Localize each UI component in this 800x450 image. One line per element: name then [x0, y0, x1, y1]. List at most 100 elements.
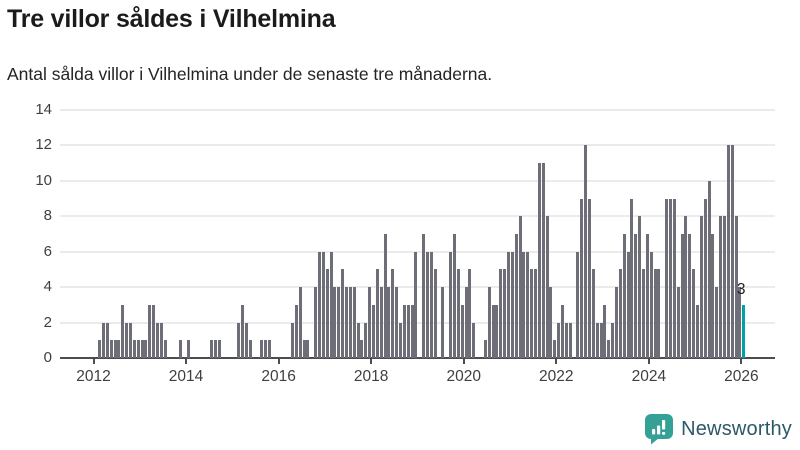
- bar: [395, 287, 399, 358]
- bar: [210, 340, 213, 358]
- bar: [102, 322, 105, 358]
- bar: [329, 251, 333, 358]
- y-tick-label: 14: [35, 101, 52, 118]
- page-title: Tre villor såldes i Vilhelmina: [7, 5, 336, 33]
- bar: [441, 287, 445, 358]
- bar: [325, 269, 329, 358]
- y-tick-label: 0: [43, 349, 52, 366]
- bar: [449, 251, 453, 358]
- bar: [290, 322, 294, 358]
- y-tick-label: 8: [43, 207, 52, 225]
- bar: [580, 198, 584, 358]
- bar-value-label: 3: [736, 280, 746, 298]
- bar: [360, 340, 364, 358]
- bar: [680, 234, 684, 358]
- bar: [707, 180, 711, 358]
- newsworthy-bars-icon: [645, 414, 674, 445]
- bar: [105, 322, 109, 358]
- bar: [564, 322, 568, 358]
- newsworthy-logo: Newsworthy: [644, 413, 792, 445]
- bar: [317, 251, 321, 358]
- bar: [688, 234, 692, 358]
- bar: [506, 251, 510, 358]
- bar: [425, 251, 429, 358]
- bar: [638, 216, 642, 358]
- bar: [503, 269, 507, 358]
- bar: [657, 269, 661, 358]
- x-tick-mark: [462, 358, 465, 364]
- bar: [429, 251, 433, 358]
- bar: [468, 269, 472, 358]
- bar: [599, 322, 603, 358]
- bar: [113, 340, 117, 358]
- bar: [645, 234, 649, 358]
- bar: [622, 234, 626, 358]
- bar: [98, 340, 102, 358]
- bar: [514, 234, 518, 358]
- bar: [711, 234, 715, 358]
- bar: [298, 287, 302, 358]
- bar: [591, 269, 595, 358]
- gridline: [60, 144, 775, 147]
- bar: [699, 216, 703, 358]
- bar: [402, 304, 406, 358]
- gridline: [60, 250, 775, 253]
- bar: [398, 322, 402, 358]
- chart: 0 2 4 6 8 10 12 14 2012 2014 2016 2018 2020 2022 2024 2…: [35, 101, 775, 385]
- bar: [348, 287, 352, 358]
- bar: [163, 340, 167, 358]
- bar: [526, 251, 530, 358]
- bar: [321, 251, 325, 358]
- y-tick-label: 2: [43, 313, 52, 331]
- bar: [472, 322, 476, 358]
- bar: [734, 216, 738, 358]
- bar: [541, 163, 545, 358]
- gridline: [60, 179, 775, 182]
- x-tick-label: 2020: [446, 368, 481, 385]
- bar: [302, 340, 306, 358]
- bar: [518, 216, 522, 358]
- bar: [379, 287, 383, 358]
- bar: [368, 287, 372, 358]
- x-tick-mark: [647, 358, 650, 364]
- bar: [267, 340, 271, 358]
- bar: [537, 163, 541, 358]
- bar: [109, 340, 113, 358]
- bar: [649, 251, 653, 358]
- bar: [179, 340, 183, 358]
- bar: [260, 340, 264, 358]
- x-tick-mark: [185, 358, 188, 364]
- bar: [144, 340, 148, 358]
- bar: [248, 340, 252, 358]
- bar: [159, 322, 163, 358]
- bar: [510, 251, 514, 358]
- gridline: [60, 215, 775, 218]
- bar: [576, 251, 580, 358]
- bar: [499, 269, 503, 358]
- gridline: [60, 286, 775, 289]
- bar: [414, 251, 418, 358]
- bar: [607, 340, 611, 358]
- bar: [121, 304, 125, 358]
- bar: [618, 269, 622, 358]
- bar: [715, 287, 719, 358]
- x-tick-mark: [277, 358, 280, 364]
- bar: [553, 340, 557, 358]
- x-tick-mark: [740, 358, 743, 364]
- bar: [341, 269, 345, 358]
- bar: [148, 304, 152, 358]
- bar: [460, 304, 464, 358]
- bar: [653, 269, 657, 358]
- bar: [375, 269, 379, 358]
- bar: [742, 304, 746, 358]
- x-tick-label: 2018: [353, 368, 389, 385]
- x-tick-mark: [92, 358, 95, 364]
- bar: [730, 145, 734, 358]
- bar: [240, 304, 244, 358]
- bar: [152, 304, 156, 358]
- bar: [452, 234, 456, 358]
- bar: [587, 198, 591, 358]
- x-tick-label: 2026: [724, 368, 759, 385]
- bar: [294, 304, 298, 358]
- bar: [125, 322, 129, 358]
